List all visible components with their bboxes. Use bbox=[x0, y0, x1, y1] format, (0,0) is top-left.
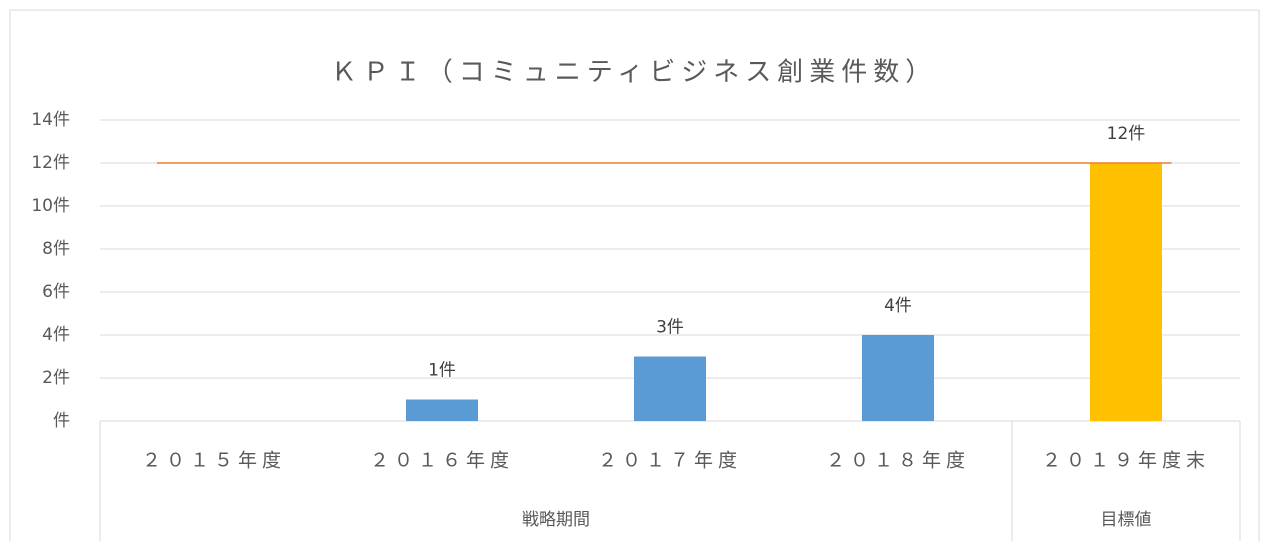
chart-border bbox=[9, 9, 1260, 541]
y-tick-label: 12件 bbox=[31, 153, 70, 173]
group-label: 目標値 bbox=[1101, 510, 1152, 530]
chart-title: ＫＰＩ（コミュニティビジネス創業件数） bbox=[331, 58, 937, 88]
x-tick-label: ２０１９年度末 bbox=[1042, 450, 1210, 472]
group-label: 戦略期間 bbox=[522, 510, 590, 530]
x-tick-label: ２０１７年度 bbox=[598, 450, 742, 472]
bar bbox=[634, 356, 706, 421]
data-label: 12件 bbox=[1107, 124, 1146, 144]
data-label: 1件 bbox=[428, 361, 456, 381]
y-tick-label: 4件 bbox=[42, 325, 70, 345]
x-tick-label: ２０１８年度 bbox=[826, 450, 970, 472]
x-tick-label: ２０１５年度 bbox=[142, 450, 286, 472]
bar bbox=[862, 335, 934, 421]
bar bbox=[406, 399, 478, 421]
y-tick-label: 8件 bbox=[42, 239, 70, 259]
y-tick-label: 件 bbox=[53, 411, 70, 431]
bar bbox=[1090, 163, 1162, 421]
y-tick-label: 2件 bbox=[42, 368, 70, 388]
data-label: 4件 bbox=[884, 296, 912, 316]
y-tick-label: 10件 bbox=[31, 196, 70, 216]
x-tick-label: ２０１６年度 bbox=[370, 450, 514, 472]
data-label: 3件 bbox=[656, 318, 684, 338]
y-tick-label: 14件 bbox=[31, 110, 70, 130]
y-tick-label: 6件 bbox=[42, 282, 70, 302]
